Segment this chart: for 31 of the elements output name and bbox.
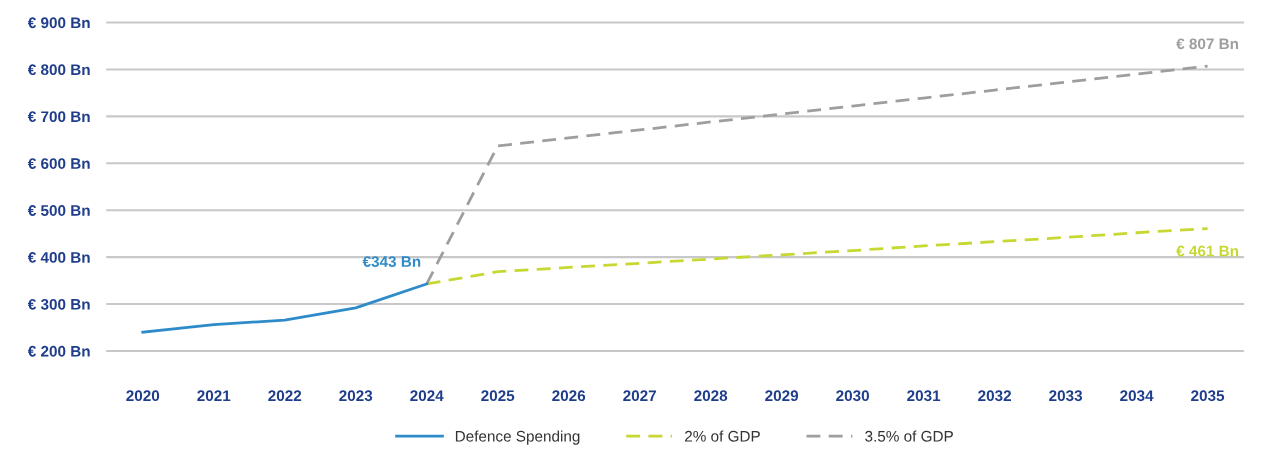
x-tick-label: 2027 xyxy=(623,390,656,402)
x-tick-label: 2028 xyxy=(694,390,728,402)
x-tick-label: 2033 xyxy=(1049,390,1083,402)
x-tick-label: 2029 xyxy=(765,390,799,402)
legend-label: 3.5% of GDP xyxy=(865,430,953,442)
legend-label: Defence Spending xyxy=(455,430,580,445)
x-tick-label: 2022 xyxy=(268,390,302,402)
x-tick-label: 2025 xyxy=(481,390,515,402)
y-tick-label: € 500 Bn xyxy=(27,205,90,216)
annotation: € 461 Bn xyxy=(1176,245,1239,257)
y-tick-label: € 200 Bn xyxy=(27,345,90,357)
y-tick-label: € 300 Bn xyxy=(27,298,90,310)
line-series xyxy=(141,282,429,334)
x-tick-label: 2023 xyxy=(339,390,373,402)
x-tick-label: 2020 xyxy=(126,390,160,402)
y-tick-label: € 800 Bn xyxy=(27,64,90,76)
y-tick-label: € 600 Bn xyxy=(27,158,90,169)
x-tick-label: 2032 xyxy=(978,390,1011,402)
x-tick-label: 2035 xyxy=(1191,390,1225,402)
y-tick-label: € 400 Bn xyxy=(27,252,90,263)
y-tick-label: € 900 Bn xyxy=(27,17,90,29)
x-tick-label: 2021 xyxy=(197,390,231,402)
x-tick-label: 2031 xyxy=(907,390,941,402)
x-tick-label: 2034 xyxy=(1120,390,1154,402)
x-tick-label: 2026 xyxy=(552,390,586,402)
x-tick-label: 2024 xyxy=(410,390,444,402)
legend-label: 2% of GDP xyxy=(685,430,760,442)
y-tick-label: € 700 Bn xyxy=(27,111,90,123)
annotation: €343 Bn xyxy=(362,256,421,267)
x-tick-label: 2030 xyxy=(836,390,870,402)
annotation: € 807 Bn xyxy=(1176,38,1239,50)
